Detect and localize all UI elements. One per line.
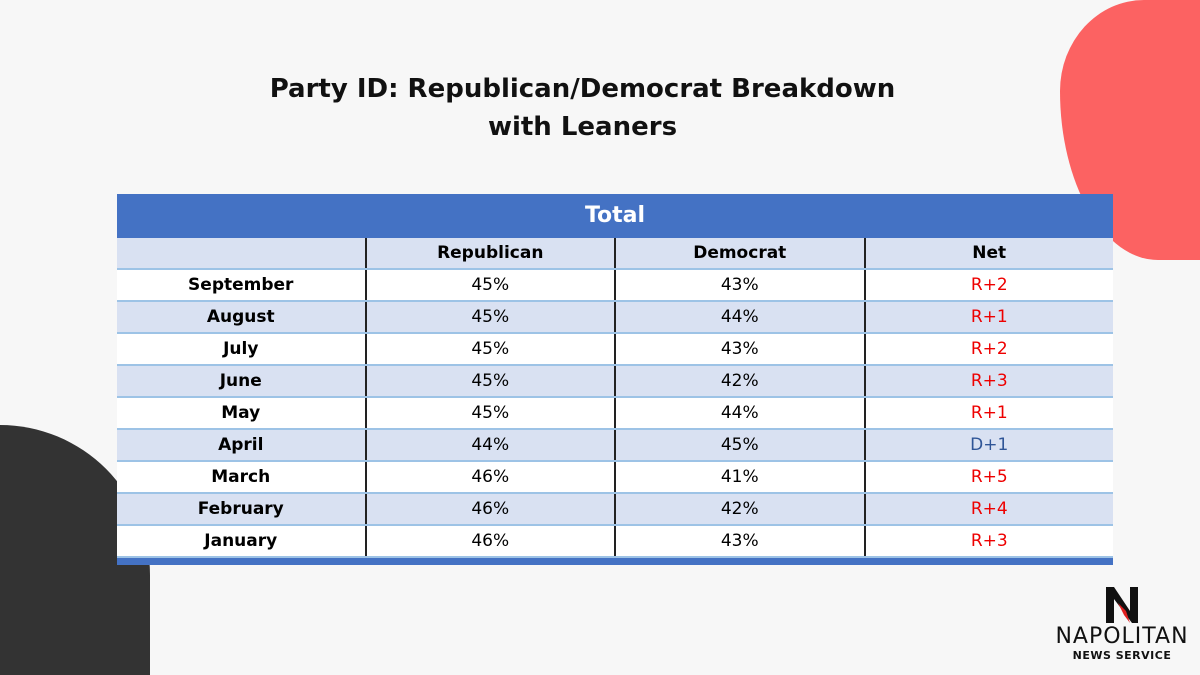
table-row: June 45% 42% R+3 (117, 366, 1113, 398)
democrat-cell: 42% (614, 494, 864, 524)
month-cell: February (197, 499, 284, 519)
table-row: March 46% 41% R+5 (117, 462, 1113, 494)
logo-name: NAPOLITAN (1055, 624, 1189, 649)
table-row: April 44% 45% D+1 (117, 430, 1113, 462)
column-header: Republican (364, 238, 615, 268)
net-cell: R+1 (863, 302, 1114, 332)
title-line-2: with Leaners (487, 112, 678, 142)
net-cell: R+3 (863, 526, 1114, 556)
republican-cell: 45% (364, 398, 615, 428)
month-cell: July (223, 339, 259, 359)
title-line-1: Party ID: Republican/Democrat Breakdown (269, 74, 896, 104)
republican-cell: 46% (364, 526, 615, 556)
table-header-row: Republican Democrat Net (117, 238, 1113, 270)
democrat-cell: 44% (614, 398, 864, 428)
net-cell: D+1 (863, 430, 1114, 460)
net-cell: R+2 (863, 334, 1114, 364)
logo-subtitle: NEWS SERVICE (1072, 649, 1172, 662)
democrat-cell: 44% (614, 302, 864, 332)
month-cell: January (204, 531, 278, 551)
table-row: January 46% 43% R+3 (117, 526, 1113, 558)
net-cell: R+3 (863, 366, 1114, 396)
republican-cell: 46% (364, 462, 615, 492)
democrat-cell: 43% (614, 526, 864, 556)
democrat-cell: 43% (614, 270, 864, 300)
month-cell: May (221, 403, 261, 423)
table-band-title: Total (117, 194, 1113, 238)
democrat-cell: 42% (614, 366, 864, 396)
net-cell: R+4 (863, 494, 1114, 524)
month-cell: August (206, 307, 275, 327)
month-cell: April (218, 435, 264, 455)
page-title: Party ID: Republican/Democrat Breakdown … (0, 70, 1165, 146)
column-header: Democrat (614, 238, 864, 268)
net-cell: R+5 (863, 462, 1114, 492)
democrat-cell: 41% (614, 462, 864, 492)
net-cell: R+2 (863, 270, 1114, 300)
month-cell: June (219, 371, 262, 391)
table-row: February 46% 42% R+4 (117, 494, 1113, 526)
month-cell: September (188, 275, 294, 295)
table-row: August 45% 44% R+1 (117, 302, 1113, 334)
republican-cell: 45% (364, 302, 615, 332)
table-row: July 45% 43% R+2 (117, 334, 1113, 366)
republican-cell: 45% (364, 334, 615, 364)
net-cell: R+1 (863, 398, 1114, 428)
republican-cell: 46% (364, 494, 615, 524)
napolitan-logo: NAPOLITAN NEWS SERVICE (1052, 585, 1192, 662)
democrat-cell: 45% (614, 430, 864, 460)
table-bottom-bar (117, 558, 1113, 565)
table-row: September 45% 43% R+2 (117, 270, 1113, 302)
republican-cell: 45% (364, 270, 615, 300)
month-cell: March (211, 467, 271, 487)
column-header (117, 238, 365, 268)
republican-cell: 45% (364, 366, 615, 396)
party-id-table: Total Republican Democrat Net September 45% 4… (117, 194, 1113, 565)
republican-cell: 44% (364, 430, 615, 460)
table-row: May 45% 44% R+1 (117, 398, 1113, 430)
napolitan-n-icon (1106, 587, 1138, 623)
democrat-cell: 43% (614, 334, 864, 364)
table-body: Republican Democrat Net September 45% 43% R+2 A… (117, 238, 1113, 558)
column-header: Net (863, 238, 1114, 268)
